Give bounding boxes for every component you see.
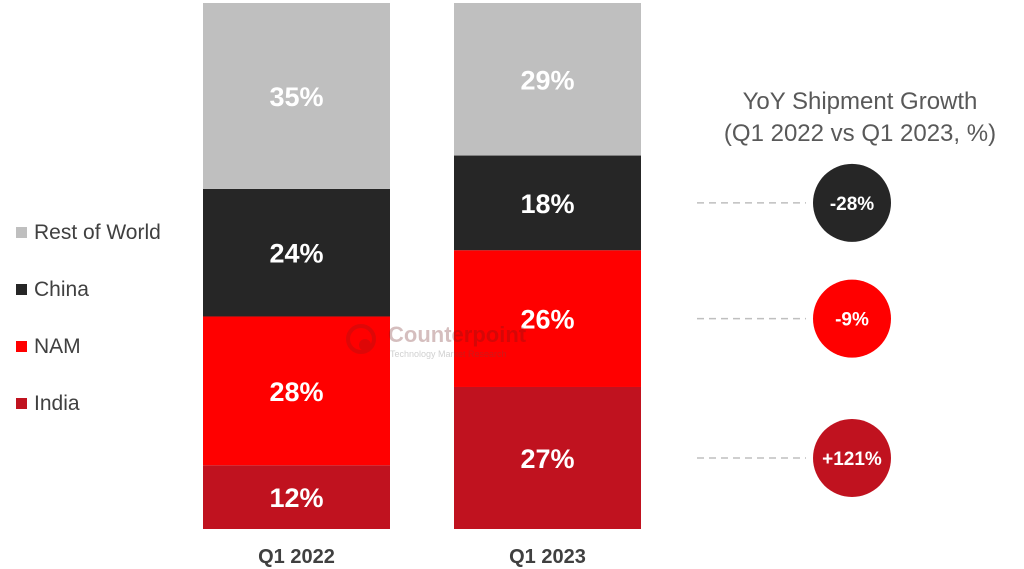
legend-swatch (16, 398, 27, 409)
data-label-china-q1-2022: 24% (269, 239, 323, 269)
growth-title-line1: YoY Shipment Growth (742, 88, 978, 115)
data-label-rest-of-world-q1-2022: 35% (269, 82, 323, 112)
legend-label: NAM (34, 334, 81, 358)
growth-bubble-china (813, 163, 891, 242)
growth-label-nam: -9% (835, 310, 869, 331)
growth-label-india: +121% (822, 449, 882, 470)
legend-swatch (16, 227, 27, 238)
growth-bubble-india (813, 418, 891, 497)
data-label-nam-q1-2022: 28% (269, 377, 323, 407)
legend: Rest of World China NAM India (16, 204, 206, 432)
data-label-india-q1-2022: 12% (269, 483, 323, 513)
bar-segment-nam-q1-2023 (454, 250, 641, 387)
growth-title: YoY Shipment Growth (Q1 2022 vs Q1 2023,… (700, 86, 1020, 150)
bar-segment-china-q1-2022 (203, 188, 390, 317)
legend-item-rest-of-world: Rest of World (16, 204, 206, 261)
x-tick-label-q1-2023: Q1 2023 (509, 546, 586, 568)
legend-swatch (16, 341, 27, 352)
legend-item-india: India (16, 375, 206, 432)
bar-segment-india-q1-2022 (203, 465, 390, 529)
growth-bubble-nam (813, 279, 891, 358)
data-label-india-q1-2023: 27% (520, 444, 574, 474)
data-label-china-q1-2023: 18% (520, 189, 574, 219)
bar-segment-rest-of-world-q1-2023 (454, 3, 641, 156)
bar-segment-china-q1-2023 (454, 155, 641, 251)
growth-title-line2: (Q1 2022 vs Q1 2023, %) (723, 120, 997, 147)
bar-segment-nam-q1-2022 (203, 316, 390, 466)
legend-label: China (34, 277, 89, 301)
legend-item-nam: NAM (16, 318, 206, 375)
legend-label: Rest of World (34, 220, 161, 244)
legend-item-china: China (16, 261, 206, 318)
bar-segment-india-q1-2023 (454, 386, 641, 529)
data-label-nam-q1-2023: 26% (520, 305, 574, 335)
growth-label-china: -28% (830, 194, 874, 215)
data-label-rest-of-world-q1-2023: 29% (520, 65, 574, 95)
legend-label: India (34, 391, 80, 415)
x-tick-label-q1-2022: Q1 2022 (258, 546, 335, 568)
bar-segment-rest-of-world-q1-2022 (203, 3, 390, 189)
legend-swatch (16, 284, 27, 295)
